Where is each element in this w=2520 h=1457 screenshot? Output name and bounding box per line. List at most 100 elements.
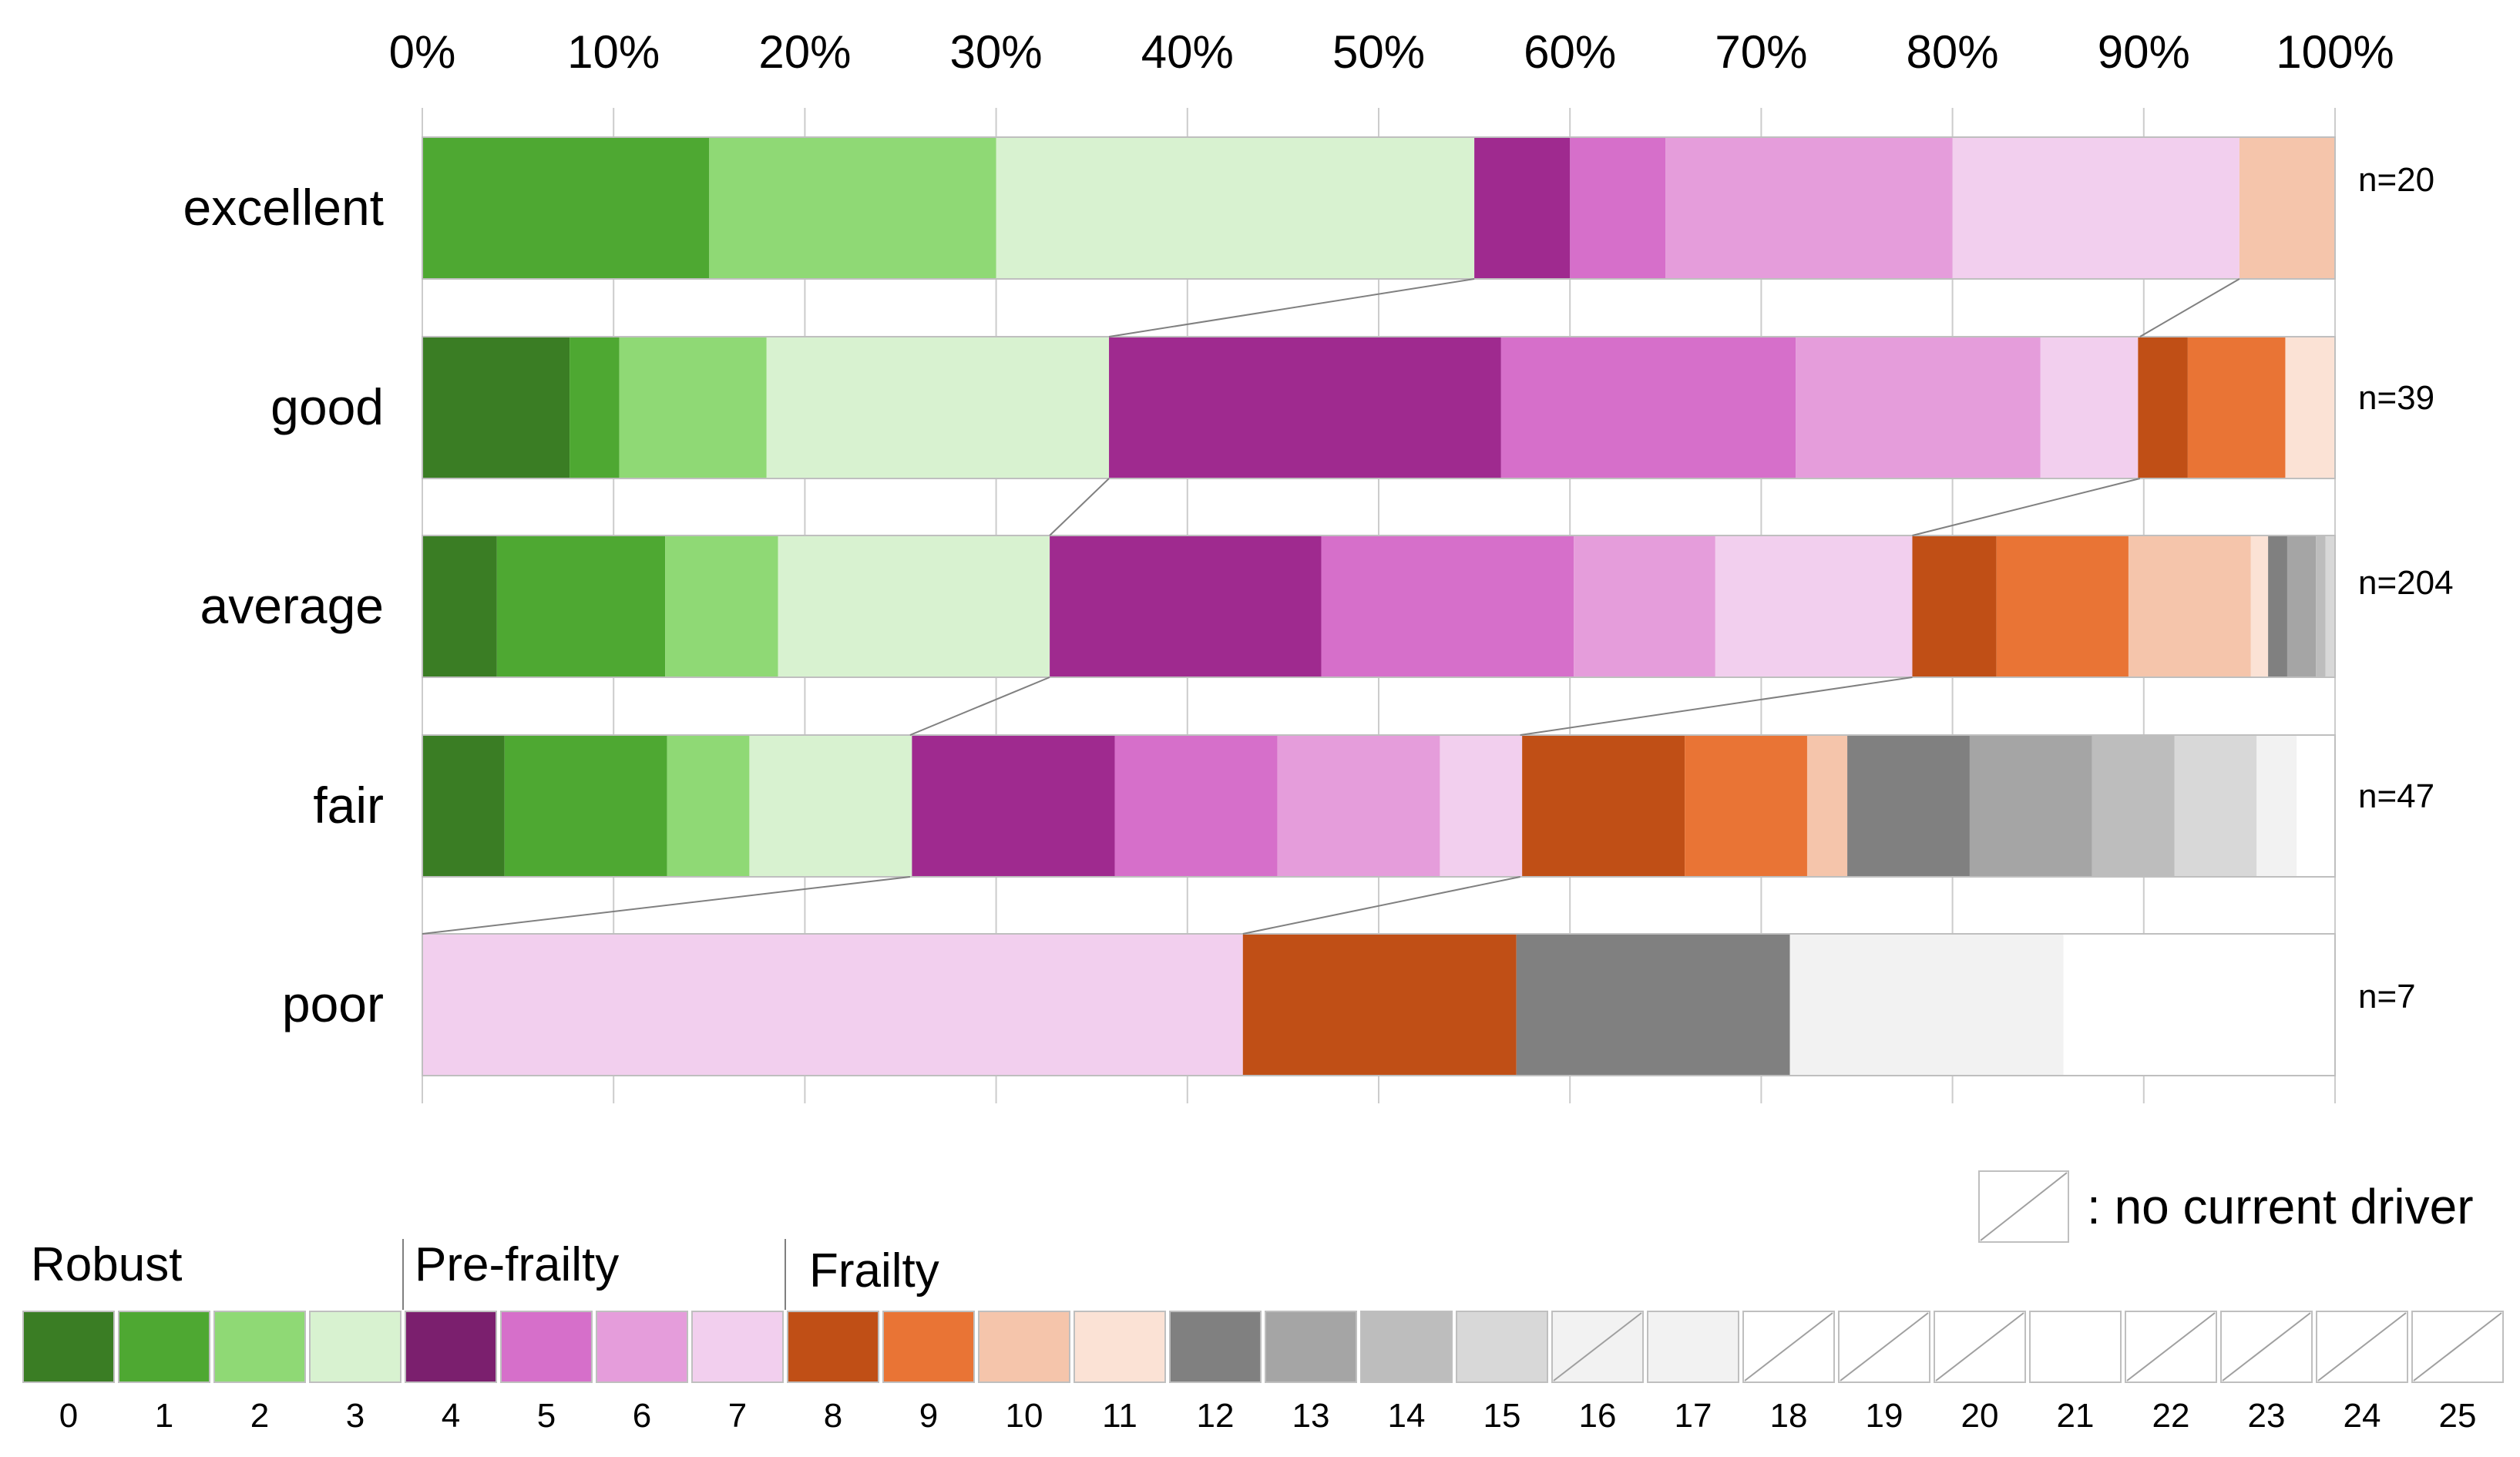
bar-outline bbox=[422, 535, 2336, 678]
bar-segment bbox=[422, 137, 710, 279]
x-tick-label: 60% bbox=[1524, 26, 1616, 78]
bar-segment bbox=[1969, 735, 2092, 877]
bar-segment bbox=[2250, 535, 2269, 677]
bar-segment bbox=[665, 535, 778, 677]
bar-outline bbox=[422, 734, 2336, 878]
x-tick-label: 80% bbox=[1907, 26, 1999, 78]
bar-segment bbox=[1685, 735, 1807, 877]
bar-segment bbox=[422, 735, 505, 877]
no-driver-diagonal bbox=[1744, 1312, 1833, 1381]
bar-segment bbox=[1516, 934, 1790, 1076]
legend-swatch bbox=[22, 1311, 115, 1383]
bar-segment bbox=[1440, 735, 1523, 877]
bar-segment bbox=[1665, 137, 1953, 279]
bar-segment bbox=[1912, 535, 1997, 677]
legend-swatch bbox=[500, 1311, 593, 1383]
legend-group-label: Pre-frailty bbox=[415, 1238, 619, 1291]
bar-segment bbox=[667, 735, 750, 877]
bar-segment bbox=[422, 337, 570, 478]
bar-segment bbox=[912, 735, 1115, 877]
category-label: fair bbox=[313, 777, 384, 834]
legend-swatch bbox=[213, 1311, 306, 1383]
bar-segment bbox=[2128, 535, 2251, 677]
bar-segment bbox=[2325, 535, 2335, 677]
legend-score-label: 10 bbox=[1006, 1397, 1043, 1435]
bar-segment bbox=[2268, 535, 2287, 677]
legend-score-label: 25 bbox=[2439, 1397, 2477, 1435]
category-label: average bbox=[200, 577, 384, 634]
legend-group-label: Robust bbox=[31, 1238, 182, 1291]
legend: 0 1 2 3 4 5 6 7 8 9 10 11 12 13 14 15 16 17 18 19 20 21 22 23 24… bbox=[22, 1170, 2504, 1435]
bar-segment bbox=[1847, 735, 1970, 877]
legend-score-label: 9 bbox=[919, 1397, 938, 1435]
legend-score-label: 17 bbox=[1675, 1397, 1712, 1435]
no-driver-label: : no current driver bbox=[2087, 1179, 2474, 1234]
legend-swatch bbox=[787, 1311, 879, 1383]
bar-segment bbox=[1321, 535, 1574, 677]
x-tick-label: 20% bbox=[758, 26, 851, 78]
bar-segment bbox=[1474, 137, 1571, 279]
legend-swatch bbox=[405, 1311, 497, 1383]
x-tick-labels: 0% 10% 20% 30% 40% 50% 60% 70% 80% 90% 100% bbox=[389, 26, 2394, 78]
bar-segment bbox=[2187, 337, 2286, 478]
bar-segment bbox=[709, 137, 996, 279]
legend-swatch bbox=[2029, 1311, 2122, 1383]
bar-segment bbox=[2297, 735, 2335, 877]
bar-segment bbox=[996, 137, 1475, 279]
bar-segment bbox=[1114, 735, 1278, 877]
connector-lines bbox=[422, 278, 2240, 935]
bar-segment bbox=[2092, 735, 2175, 877]
legend-score-label: 23 bbox=[2248, 1397, 2286, 1435]
bar-outline bbox=[422, 933, 2336, 1076]
no-driver-diagonal bbox=[2413, 1312, 2502, 1381]
legend-score-label: 20 bbox=[1961, 1397, 1999, 1435]
n-label: n=47 bbox=[2358, 777, 2434, 815]
x-tick-label: 100% bbox=[2276, 26, 2394, 78]
x-tick-label: 40% bbox=[1141, 26, 1234, 78]
x-tick-label: 30% bbox=[950, 26, 1043, 78]
bar-segment bbox=[766, 337, 1110, 478]
legend-score-label: 12 bbox=[1197, 1397, 1235, 1435]
legend-swatch bbox=[118, 1311, 210, 1383]
connector-line-right bbox=[1520, 676, 1913, 736]
legend-score-label: 8 bbox=[824, 1397, 842, 1435]
bar-segment bbox=[1806, 735, 1848, 877]
legend-score-label: 18 bbox=[1770, 1397, 1808, 1435]
legend-swatch bbox=[1456, 1311, 1548, 1383]
bar-segment bbox=[619, 337, 767, 478]
bar-segment bbox=[1570, 137, 1666, 279]
bar-segment bbox=[2239, 137, 2335, 279]
legend-swatch bbox=[309, 1311, 402, 1383]
legend-score-label: 22 bbox=[2152, 1397, 2190, 1435]
legend-swatch bbox=[596, 1311, 688, 1383]
bar-segment bbox=[1996, 535, 2129, 677]
bar-outline bbox=[422, 136, 2336, 280]
bar-segment bbox=[1952, 137, 2239, 279]
no-driver-diagonal bbox=[2126, 1312, 2216, 1381]
legend-score-label: 2 bbox=[250, 1397, 269, 1435]
x-tick-label: 50% bbox=[1332, 26, 1425, 78]
legend-score-label: 19 bbox=[1866, 1397, 1903, 1435]
category-labels: excellent good average fair poor bbox=[183, 179, 385, 1032]
bar-segment bbox=[1050, 535, 1322, 677]
bar-segment bbox=[2316, 535, 2326, 677]
bars bbox=[422, 136, 2336, 1076]
bar-segment bbox=[2174, 735, 2257, 877]
bar-segment bbox=[2063, 934, 2335, 1076]
legend-score-label: 11 bbox=[1102, 1397, 1137, 1435]
bar-segment bbox=[1715, 535, 1913, 677]
category-label: poor bbox=[282, 975, 384, 1032]
bar-segment bbox=[2285, 337, 2335, 478]
x-tick-label: 0% bbox=[389, 26, 456, 78]
x-tick-label: 90% bbox=[2098, 26, 2190, 78]
legend-swatch bbox=[1074, 1311, 1166, 1383]
bar-segment bbox=[1242, 934, 1517, 1076]
no-driver-diagonal bbox=[2222, 1312, 2311, 1381]
bar-outline bbox=[422, 336, 2336, 479]
legend-group-label: Frailty bbox=[809, 1244, 939, 1298]
legend-swatch bbox=[882, 1311, 975, 1383]
n-label: n=39 bbox=[2358, 379, 2434, 417]
x-tick-label: 10% bbox=[567, 26, 660, 78]
legend-score-label: 5 bbox=[537, 1397, 556, 1435]
